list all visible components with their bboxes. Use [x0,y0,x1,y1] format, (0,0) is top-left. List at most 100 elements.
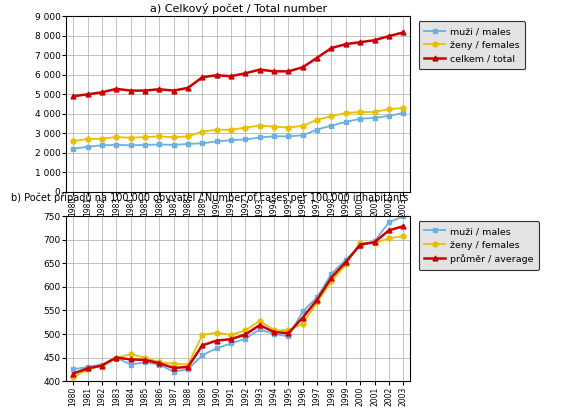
celkem / total [342,42,349,47]
průměr / average [400,224,407,229]
ženy / females [199,332,205,337]
průměr / average [227,337,234,342]
průměr / average [127,357,134,362]
muži / males [199,141,205,146]
ženy / females [70,375,77,380]
muži / males [386,220,393,225]
ženy / females [156,134,162,139]
muži / males [342,119,349,124]
muži / males [328,123,335,128]
ženy / females [113,355,120,360]
muži / males [99,362,106,367]
celkem / total [257,67,263,72]
průměr / average [170,365,177,370]
Line: průměr / average: průměr / average [71,224,406,376]
ženy / females [314,300,321,304]
průměr / average [99,363,106,368]
ženy / females [357,241,364,246]
celkem / total [285,69,292,74]
ženy / females [386,236,393,241]
muži / males [227,341,234,346]
ženy / females [242,328,249,333]
celkem / total [214,73,220,78]
celkem / total [299,65,306,70]
průměr / average [142,358,149,363]
muži / males [270,332,277,337]
muži / males [299,133,306,138]
muži / males [257,327,263,332]
ženy / females [199,129,205,134]
průměr / average [242,332,249,337]
muži / males [99,143,106,148]
muži / males [185,367,192,372]
muži / males [285,134,292,139]
průměr / average [314,297,321,302]
ženy / females [214,127,220,132]
Line: muži / males: muži / males [71,110,406,151]
ženy / females [257,123,263,128]
průměr / average [113,355,120,360]
muži / males [270,134,277,139]
ženy / females [285,328,292,333]
muži / males [257,135,263,140]
muži / males [214,346,220,351]
ženy / females [84,367,91,372]
ženy / females [342,110,349,115]
muži / males [328,271,335,276]
průměr / average [270,330,277,335]
muži / males [242,336,249,341]
ženy / females [299,123,306,128]
průměr / average [371,240,378,245]
celkem / total [156,87,162,92]
ženy / females [84,137,91,142]
muži / males [113,355,120,360]
ženy / females [214,330,220,335]
muži / males [185,141,192,146]
muži / males [227,138,234,143]
ženy / females [242,125,249,130]
celkem / total [227,74,234,79]
průměr / average [328,275,335,280]
muži / males [314,295,321,300]
průměr / average [185,365,192,370]
Line: celkem / total: celkem / total [71,30,406,99]
muži / males [299,309,306,314]
muži / males [156,362,162,367]
průměr / average [357,242,364,247]
muži / males [371,239,378,244]
Line: ženy / females: ženy / females [71,234,406,380]
celkem / total [357,40,364,44]
muži / males [84,144,91,149]
muži / males [142,360,149,365]
celkem / total [242,71,249,76]
muži / males [314,127,321,132]
ženy / females [270,328,277,333]
celkem / total [386,34,393,39]
ženy / females [314,117,321,122]
ženy / females [285,125,292,130]
ženy / females [371,241,378,246]
celkem / total [400,30,407,35]
celkem / total [170,88,177,93]
celkem / total [127,88,134,93]
ženy / females [328,114,335,119]
průměr / average [156,361,162,366]
ženy / females [70,138,77,143]
ženy / females [270,124,277,129]
ženy / females [386,107,393,112]
ženy / females [127,352,134,357]
průměr / average [386,228,393,233]
muži / males [357,116,364,121]
celkem / total [328,46,335,51]
celkem / total [99,90,106,95]
ženy / females [99,136,106,141]
muži / males [142,143,149,147]
muži / males [386,113,393,118]
celkem / total [70,94,77,99]
průměr / average [199,343,205,348]
muži / males [113,143,120,147]
celkem / total [270,69,277,74]
ženy / females [400,105,407,110]
průměr / average [342,260,349,265]
muži / males [127,362,134,367]
